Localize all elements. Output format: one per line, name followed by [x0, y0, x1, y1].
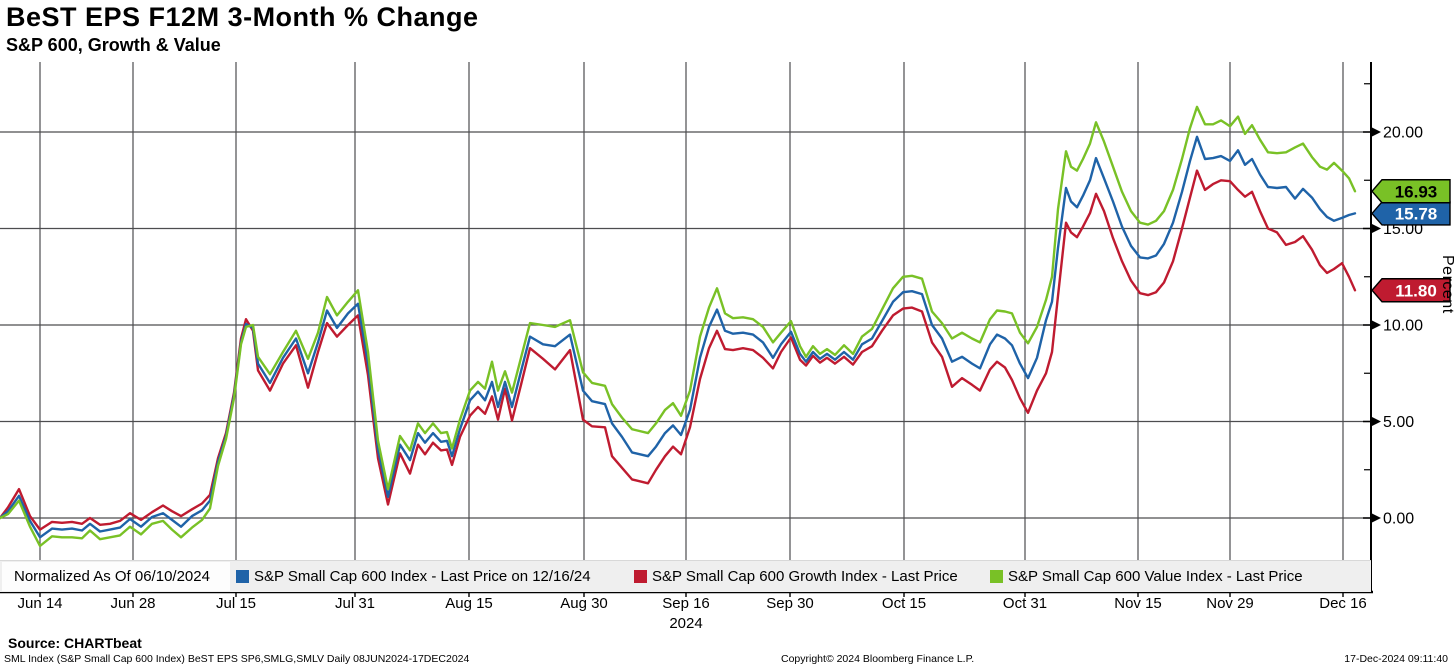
- last-price-badge: [1371, 179, 1451, 204]
- x-tick-label: Oct 15: [881, 595, 927, 612]
- x-tick-label: Aug 30: [560, 595, 608, 612]
- x-tick-label: Jul 31: [334, 595, 376, 612]
- red-series-swatch-icon: [634, 570, 647, 583]
- legend-item-normalized: Normalized As Of 06/10/2024: [14, 561, 210, 592]
- page-subtitle: S&P 600, Growth & Value: [6, 35, 221, 55]
- x-tick-label: Jun 14: [17, 595, 63, 612]
- legend-item-label: S&P Small Cap 600 Growth Index - Last Pr…: [652, 568, 958, 585]
- legend-item-label: S&P Small Cap 600 Index - Last Price on …: [254, 568, 591, 585]
- x-tick-label: Nov 15: [1114, 595, 1162, 612]
- last-price-badge: [1371, 278, 1451, 303]
- series-line-0: [0, 169, 1357, 531]
- legend-normalized-chip: [2, 562, 230, 591]
- legend-item-sml-index[interactable]: S&P Small Cap 600 Index - Last Price on …: [236, 561, 591, 592]
- y-tick-arrow-icon: [1372, 320, 1381, 330]
- x-tick-label: Jul 15: [215, 595, 257, 612]
- last-price-badge-label: 15.78: [1395, 204, 1438, 223]
- y-tick-label: 20.00: [1383, 125, 1423, 142]
- legend-item-value-index[interactable]: S&P Small Cap 600 Value Index - Last Pri…: [990, 561, 1303, 592]
- y-tick-label: 10.00: [1383, 318, 1423, 335]
- last-price-badge-label: 11.80: [1395, 281, 1437, 300]
- y-tick-label: 0.00: [1383, 511, 1414, 528]
- last-price-badge-label: 16.93: [1395, 182, 1438, 201]
- page-title: BeST EPS F12M 3-Month % Change: [6, 2, 479, 32]
- footer-timestamp: 17-Dec-2024 09:11:40: [1344, 653, 1448, 665]
- x-tick-label: Sep 30: [766, 595, 814, 612]
- footer-source: Source: CHARTbeat: [8, 635, 142, 651]
- x-axis-year-label: 2024: [669, 615, 703, 632]
- footer-copyright: Copyright© 2024 Bloomberg Finance L.P.: [781, 653, 975, 665]
- legend-item-label: S&P Small Cap 600 Value Index - Last Pri…: [1008, 568, 1303, 585]
- legend-normalized-label: Normalized As Of 06/10/2024: [14, 568, 210, 585]
- x-tick-label: Oct 31: [1002, 595, 1048, 612]
- series-line-2: [0, 105, 1357, 548]
- green-series-swatch-icon: [990, 570, 1003, 583]
- x-tick-label: Dec 16: [1319, 595, 1367, 612]
- legend-band: Normalized As Of 06/10/2024 S&P Small Ca…: [0, 560, 1371, 592]
- y-axis-title: Percent: [1439, 255, 1456, 314]
- y-tick-label: 5.00: [1383, 414, 1414, 431]
- series-line-1: [0, 135, 1357, 539]
- footer-fine-print: SML Index (S&P Small Cap 600 Index) BeST…: [4, 653, 470, 665]
- x-tick-label: Aug 15: [445, 595, 493, 612]
- y-tick-arrow-icon: [1372, 513, 1381, 523]
- x-tick-label: Jun 28: [110, 595, 156, 612]
- y-tick-arrow-icon: [1372, 417, 1381, 426]
- y-tick-arrow-icon: [1372, 127, 1381, 137]
- y-tick-arrow-icon: [1372, 224, 1381, 233]
- x-tick-label: Sep 16: [662, 595, 710, 612]
- x-tick-label: Nov 29: [1206, 595, 1254, 612]
- blue-series-swatch-icon: [236, 570, 249, 583]
- legend-item-growth-index[interactable]: S&P Small Cap 600 Growth Index - Last Pr…: [634, 561, 958, 592]
